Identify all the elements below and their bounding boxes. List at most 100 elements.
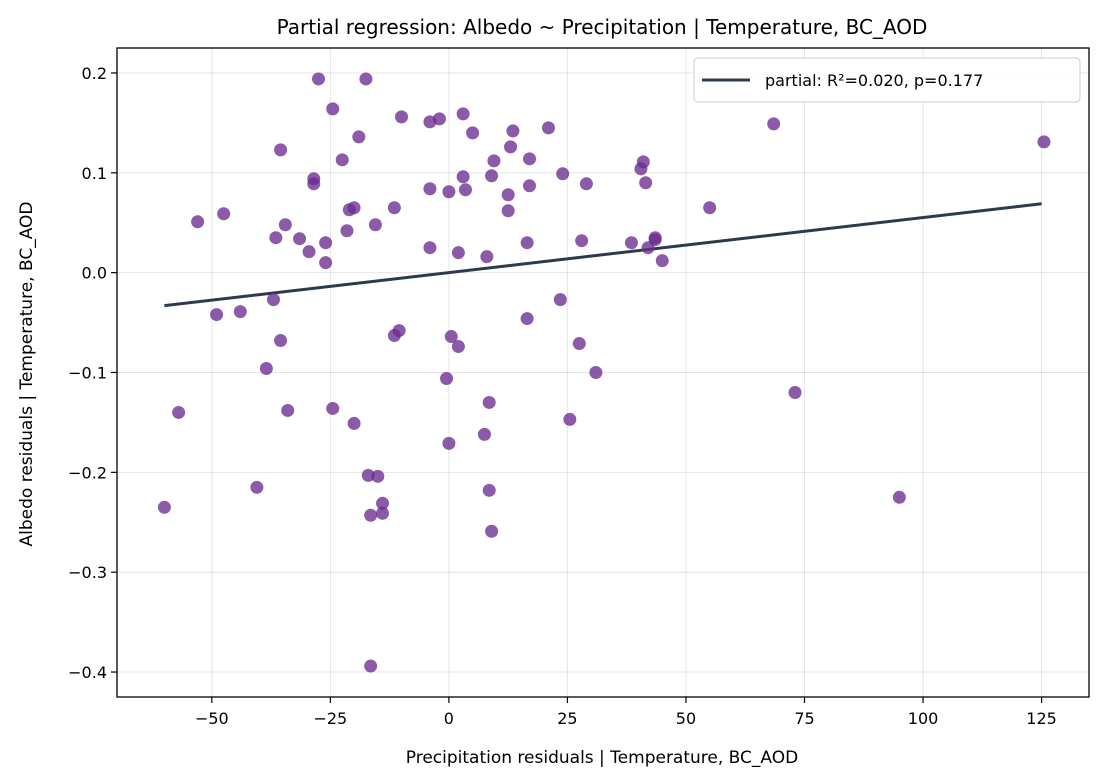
data-point [347,416,361,430]
data-point [210,308,224,322]
data-point [347,201,361,215]
data-point [444,330,458,344]
data-point [579,177,593,191]
x-tick-label: −25 [313,709,347,728]
data-point [655,254,669,268]
data-point [250,480,264,494]
legend: partial: R²=0.020, p=0.177 [693,57,1081,103]
data-point [281,403,295,417]
data-point [556,167,570,181]
data-point [442,436,456,450]
data-point [157,500,171,514]
data-point [639,176,653,190]
data-point [432,112,446,126]
data-point [352,130,366,144]
data-point [520,236,534,250]
y-tick-label: −0.3 [68,563,107,582]
x-tick-label: 0 [444,709,454,728]
data-point [703,201,717,215]
data-point [326,401,340,415]
x-tick-label: 25 [557,709,577,728]
data-point [506,124,520,138]
data-point [217,207,231,221]
data-point [376,506,390,520]
data-point [456,170,470,184]
data-point [485,169,499,183]
data-point [520,312,534,326]
data-point [233,305,247,319]
data-point [451,340,465,354]
data-point [319,256,333,270]
data-point [392,324,406,338]
scatter-points [157,72,1051,673]
data-point [319,236,333,250]
data-point [274,334,288,348]
data-point [788,385,802,399]
data-point [541,121,555,135]
chart-title: Partial regression: Albedo ~ Precipitati… [277,15,928,39]
x-tick-label: 100 [908,709,939,728]
data-point [266,293,280,307]
data-point [293,232,307,246]
data-point [307,177,321,191]
x-tick-label: 50 [676,709,696,728]
data-point [364,659,378,673]
data-point [480,250,494,264]
grid-lines [117,48,1089,697]
y-tick-label: 0.0 [82,264,107,283]
data-point [487,154,501,168]
data-point [302,245,316,259]
data-point [485,524,499,538]
legend-box [693,57,1081,103]
data-point [892,490,906,504]
data-point [523,179,537,193]
data-point [191,215,205,229]
data-point [501,188,515,202]
x-tick-label: 125 [1026,709,1057,728]
data-point [371,469,385,483]
data-point [423,182,437,196]
data-point [1037,135,1051,149]
data-point [172,405,186,419]
data-point [312,72,326,86]
data-point [442,185,456,199]
x-axis-label: Precipitation residuals | Temperature, B… [406,748,798,768]
data-point [482,395,496,409]
data-point [466,126,480,140]
data-point [269,231,283,245]
data-point [326,102,340,116]
y-tick-label: −0.1 [68,364,107,383]
data-point [274,143,288,157]
data-point [394,110,408,124]
data-point [440,371,454,385]
y-tick-label: −0.2 [68,463,107,482]
y-tick-label: 0.1 [82,164,107,183]
data-point [572,337,586,351]
data-point [451,246,465,260]
data-point [387,201,401,215]
data-point [501,204,515,218]
data-point [456,107,470,121]
data-point [364,508,378,522]
data-point [458,183,472,197]
data-point [477,427,491,441]
x-tick-label: −50 [195,709,229,728]
data-point [278,218,292,232]
regression-line [164,202,1042,308]
data-point [423,241,437,255]
data-point [634,162,648,176]
data-point [767,117,781,131]
data-point [523,152,537,166]
y-tick-label: 0.2 [82,64,107,83]
data-point [376,496,390,510]
y-axis-ticks: −0.4 −0.3 −0.2 −0.1 0.0 0.1 0.2 [68,64,117,682]
data-point [641,241,655,255]
fit-line-group [164,202,1042,308]
data-point [553,293,567,307]
legend-label: partial: R²=0.020, p=0.177 [765,71,983,90]
data-point [259,362,273,376]
x-axis-ticks: −50 −25 0 25 50 75 100 125 [195,697,1057,728]
data-point [482,483,496,497]
data-point [624,236,638,250]
